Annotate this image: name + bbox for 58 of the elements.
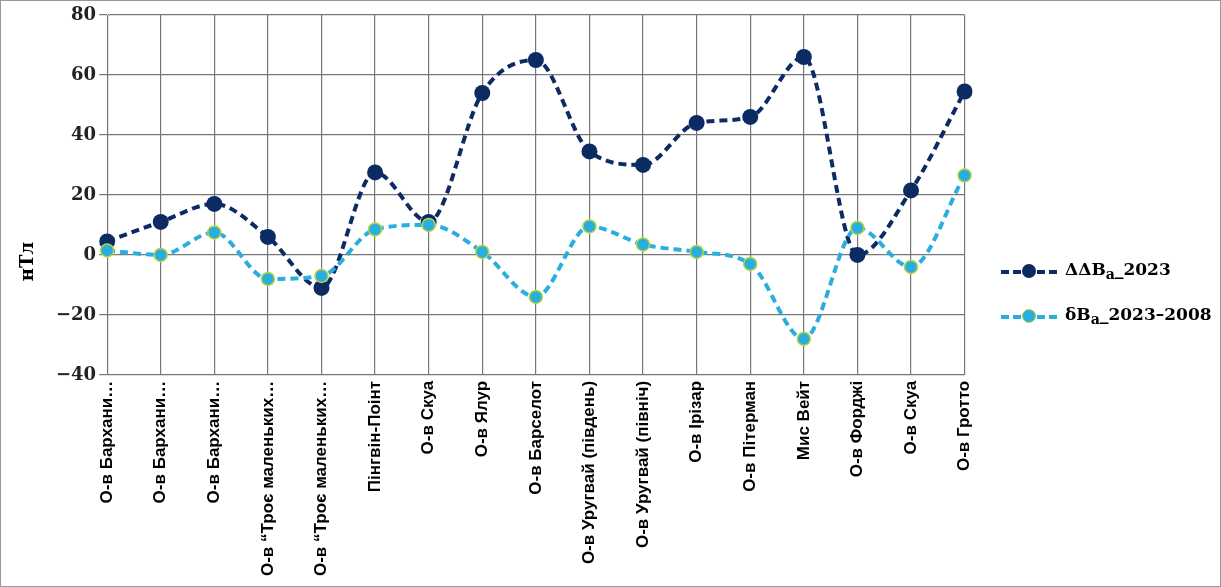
y-tick-label: 0 [83, 242, 97, 264]
point [956, 83, 973, 100]
point [689, 244, 704, 260]
point [581, 143, 598, 160]
legend-label: δB$_{a}$_2023–2008 [1065, 304, 1212, 328]
point [957, 168, 972, 183]
x-tick-label: О-в Ялур [471, 380, 491, 458]
point [527, 51, 544, 68]
y-tick-label: 20 [71, 182, 97, 204]
y-tick-label: 80 [71, 2, 97, 24]
point [421, 217, 436, 233]
y-tick-label: 60 [71, 62, 97, 84]
x-tick-label: Пінгвін-Поінт [364, 380, 384, 493]
point [635, 156, 652, 173]
y-tick-label: −40 [55, 362, 97, 384]
point [688, 114, 705, 131]
point [849, 246, 866, 263]
point [796, 331, 812, 347]
point [314, 268, 329, 284]
point [152, 213, 169, 230]
x-tick-label: О-в Уругвай (південь) [579, 380, 599, 565]
x-tick-label: О-в Барселот [525, 380, 545, 495]
x-tick-label: О-в “Троє маленьких… [257, 380, 277, 577]
y-tick-label: −20 [55, 302, 97, 324]
point [206, 195, 223, 212]
point [903, 182, 920, 199]
x-tick-label: О-в Пітерман [739, 380, 759, 492]
x-tick-label: О-в Бархани… [150, 380, 170, 504]
point [474, 84, 491, 101]
point [153, 247, 168, 263]
point [903, 259, 919, 275]
point [99, 243, 115, 258]
point [367, 164, 384, 181]
point [742, 108, 759, 125]
point [260, 271, 276, 287]
y-axis-title: нТл [16, 241, 38, 282]
y-tick-label: 40 [71, 122, 97, 144]
x-tick-label: О-в Форджі [847, 380, 867, 478]
x-tick-label: О-в Бархани… [204, 380, 223, 504]
x-tick-label: О-в Бархани… [96, 380, 116, 504]
point [207, 225, 222, 240]
point [795, 48, 812, 65]
x-tick-label: О-в Ірізар [686, 380, 706, 463]
x-tick-label: О-в Скуа [900, 380, 920, 455]
point [635, 237, 651, 252]
x-tick-label: О-в “Троє маленьких… [311, 380, 331, 577]
point [367, 222, 383, 237]
point [582, 219, 597, 234]
x-tick-label: О-в Гротто [954, 380, 974, 472]
point [528, 289, 544, 305]
legend-label: ΔΔB$_{a}$_2023 [1065, 259, 1171, 283]
point [850, 220, 865, 236]
x-tick-label: О-в Уругвай (північ) [632, 380, 652, 549]
point [742, 256, 758, 272]
x-tick-label: О-в Скуа [418, 380, 438, 455]
point [475, 244, 490, 260]
x-tick-label: Мис Вейт [793, 380, 813, 461]
point [259, 228, 276, 245]
